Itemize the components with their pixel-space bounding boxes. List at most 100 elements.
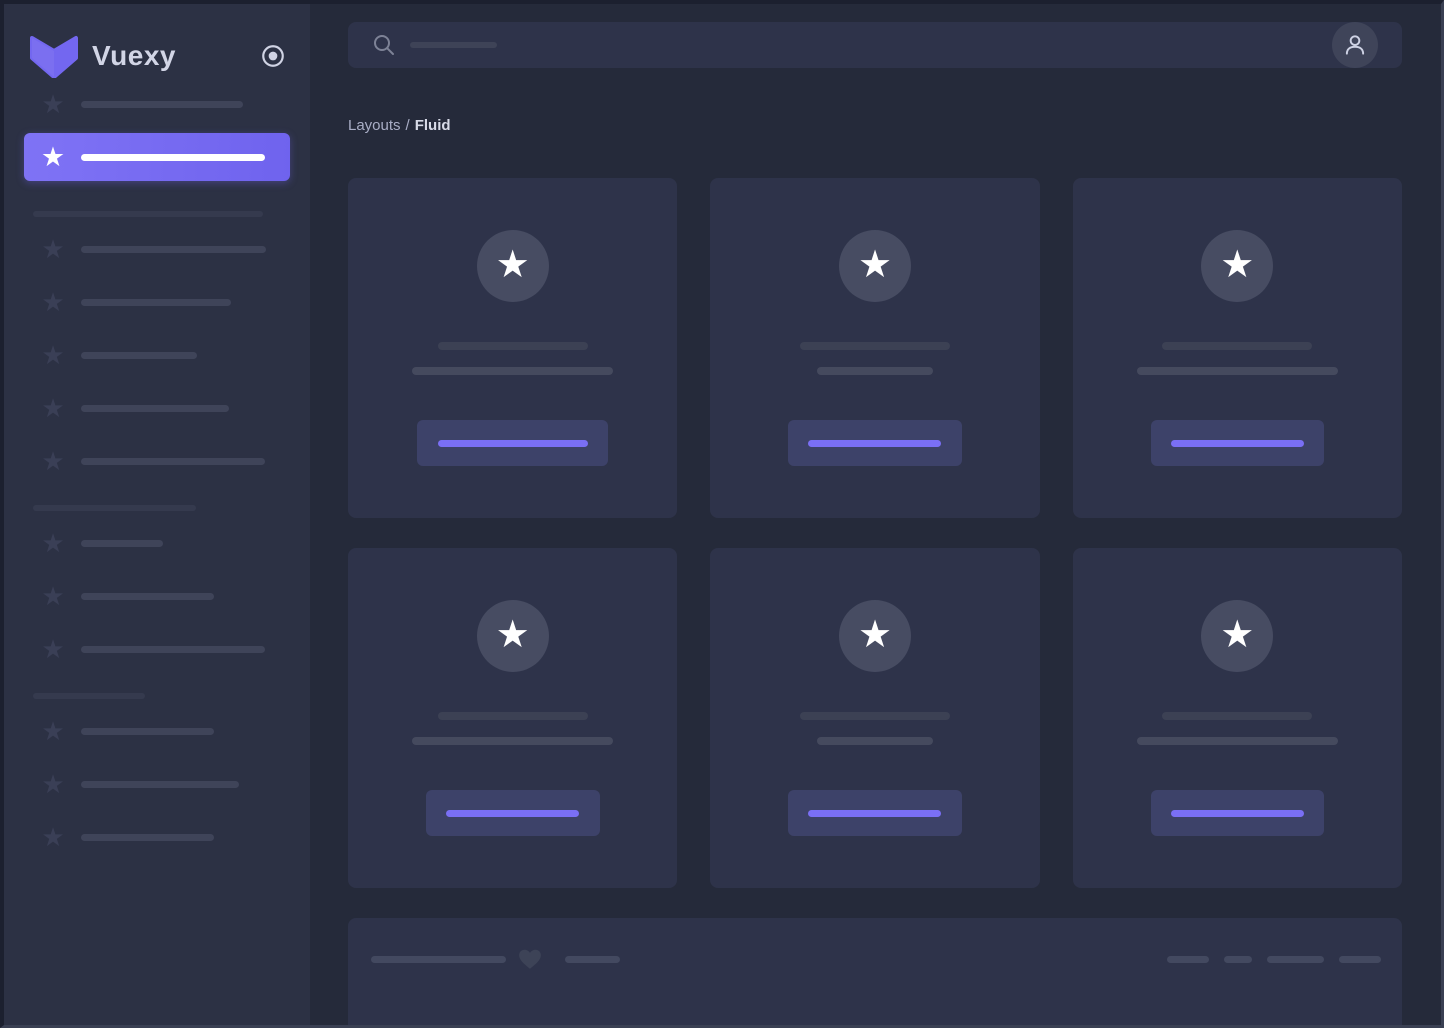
menu-label-placeholder — [81, 351, 197, 359]
card-title-placeholder — [799, 712, 950, 720]
breadcrumb: Layouts / Fluid — [348, 117, 1402, 135]
star-icon: ★ — [41, 287, 65, 317]
menu-label-placeholder — [81, 153, 265, 161]
button-label-placeholder — [446, 809, 580, 817]
sidebar-item[interactable]: ★ — [24, 394, 290, 422]
button-label-placeholder — [1170, 809, 1304, 817]
card-button-placeholder[interactable] — [1150, 790, 1324, 836]
card-avatar-circle: ★ — [476, 600, 549, 672]
star-icon: ★ — [41, 716, 65, 746]
star-icon: ★ — [857, 243, 893, 286]
user-avatar[interactable] — [1332, 22, 1378, 68]
menu-label-placeholder — [81, 539, 163, 547]
footer-link-placeholder[interactable] — [1167, 955, 1209, 963]
breadcrumb-parent[interactable]: Layouts — [348, 117, 401, 134]
skeleton-card: ★ — [1072, 178, 1402, 518]
skeleton-card: ★ — [710, 178, 1040, 518]
menu-label-placeholder — [81, 727, 214, 735]
footer-link-placeholder[interactable] — [1339, 955, 1381, 963]
skeleton-card: ★ — [710, 548, 1040, 888]
sidebar-item[interactable]: ★ — [24, 770, 290, 798]
footer-row — [371, 946, 1381, 972]
breadcrumb-current: Fluid — [414, 117, 451, 134]
card-subtitle-placeholder — [816, 367, 933, 375]
button-label-placeholder — [437, 439, 588, 447]
search-bar[interactable] — [348, 22, 1402, 68]
star-icon: ★ — [41, 340, 65, 370]
search-icon — [372, 33, 396, 57]
footer — [348, 918, 1402, 1025]
menu-pin-toggle-icon[interactable] — [260, 43, 286, 69]
card-avatar-circle: ★ — [1201, 230, 1274, 302]
sidebar-item[interactable]: ★ — [24, 529, 290, 557]
sidebar-item[interactable]: ★ — [24, 823, 290, 851]
card-title-placeholder — [799, 342, 950, 350]
menu-label-placeholder — [81, 298, 231, 306]
heart-icon — [517, 946, 543, 972]
footer-link-placeholder[interactable] — [1267, 955, 1324, 963]
card-title-placeholder — [1162, 342, 1313, 350]
menu-section-divider — [33, 693, 145, 699]
card-subtitle-placeholder — [412, 367, 614, 375]
search-placeholder-bar — [410, 42, 497, 48]
star-icon: ★ — [40, 141, 66, 172]
card-avatar-circle: ★ — [1201, 600, 1274, 672]
footer-left — [371, 946, 620, 972]
sidebar-item[interactable]: ★ — [24, 288, 290, 316]
sidebar-item[interactable]: ★ — [24, 717, 290, 745]
card-subtitle-placeholder — [816, 737, 933, 745]
card-button-placeholder[interactable] — [425, 790, 600, 836]
sidebar-header: Vuexy — [4, 4, 310, 78]
star-icon: ★ — [495, 613, 530, 656]
sidebar-item[interactable]: ★ — [24, 90, 290, 118]
card-avatar-circle: ★ — [838, 600, 911, 672]
star-icon: ★ — [41, 234, 65, 264]
sidebar-item[interactable]: ★ — [24, 635, 290, 663]
skeleton-card: ★ — [348, 548, 678, 888]
footer-links — [1167, 955, 1381, 963]
star-icon: ★ — [41, 769, 65, 799]
sidebar-item[interactable]: ★ — [24, 582, 290, 610]
card-button-placeholder[interactable] — [787, 790, 962, 836]
button-label-placeholder — [808, 439, 942, 447]
star-icon: ★ — [41, 634, 65, 664]
card-button-placeholder[interactable] — [787, 420, 962, 466]
star-icon: ★ — [1220, 243, 1255, 286]
button-label-placeholder — [1170, 439, 1304, 447]
menu-label-placeholder — [81, 645, 265, 653]
footer-text-placeholder — [565, 955, 620, 963]
card-subtitle-placeholder — [1136, 367, 1338, 375]
button-label-placeholder — [808, 809, 942, 817]
sidebar-item[interactable]: ★ — [24, 447, 290, 475]
card-avatar-circle: ★ — [838, 230, 911, 302]
menu-label-placeholder — [81, 833, 214, 841]
footer-text-placeholder — [371, 955, 506, 963]
main-content: Layouts / Fluid ★ ★ ★ ★ ★ ★ — [310, 4, 1441, 1025]
card-title-placeholder — [437, 712, 588, 720]
user-icon — [1345, 35, 1365, 55]
star-icon: ★ — [857, 613, 893, 656]
card-button-placeholder[interactable] — [1150, 420, 1324, 466]
card-subtitle-placeholder — [1136, 737, 1338, 745]
sidebar-item-active[interactable]: ★ — [24, 133, 290, 181]
footer-link-placeholder[interactable] — [1224, 955, 1252, 963]
star-icon: ★ — [495, 243, 530, 286]
menu-section-divider — [33, 505, 196, 511]
star-icon: ★ — [41, 581, 65, 611]
sidebar-item[interactable]: ★ — [24, 235, 290, 263]
card-button-placeholder[interactable] — [417, 420, 609, 466]
sidebar-item[interactable]: ★ — [24, 341, 290, 369]
menu-label-placeholder — [81, 245, 266, 253]
menu-label-placeholder — [81, 457, 265, 465]
vuexy-logo-icon — [30, 34, 78, 78]
menu-label-placeholder — [81, 592, 214, 600]
card-avatar-circle: ★ — [476, 230, 549, 302]
menu-label-placeholder — [81, 404, 229, 412]
star-icon: ★ — [41, 822, 65, 852]
card-title-placeholder — [437, 342, 588, 350]
card-title-placeholder — [1162, 712, 1313, 720]
menu-label-placeholder — [81, 100, 243, 108]
menu-label-placeholder — [81, 780, 239, 788]
brand-title: Vuexy — [92, 40, 176, 71]
